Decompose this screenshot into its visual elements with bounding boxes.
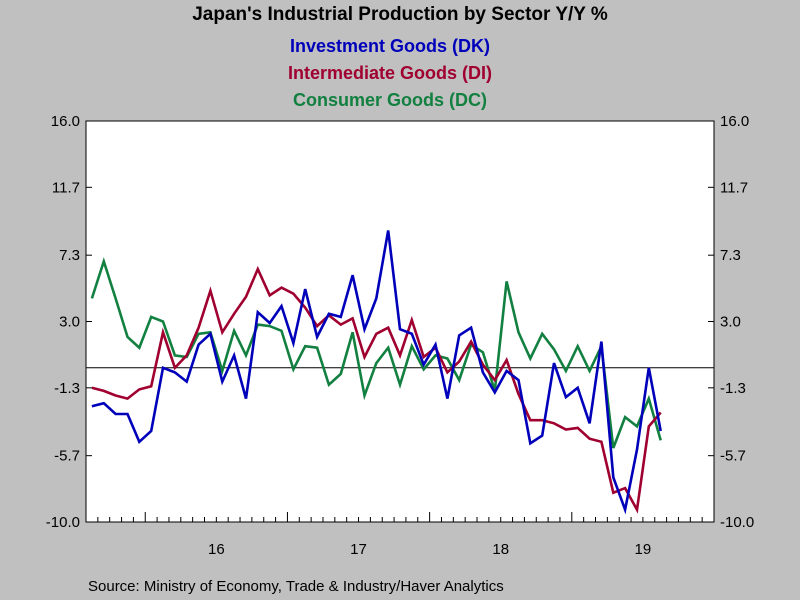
- series-lines: [90, 230, 662, 515]
- x-tick-label: 16: [208, 541, 225, 558]
- y-tick-label-left: -1.3: [54, 380, 80, 397]
- y-tick-label-right: -1.3: [720, 380, 746, 397]
- legend-item: Intermediate Goods (DI): [288, 63, 492, 83]
- y-tick-label-left: -5.7: [54, 448, 80, 465]
- x-tick-label: 19: [635, 541, 652, 558]
- y-tick-label-left: 3.0: [59, 314, 80, 331]
- y-tick-label-left: 11.7: [52, 179, 80, 196]
- x-tick-label: 18: [492, 541, 509, 558]
- y-tick-label-right: -10.0: [720, 514, 754, 531]
- y-tick-label-right: 3.0: [720, 314, 741, 331]
- source-note: Source: Ministry of Economy, Trade & Ind…: [88, 578, 504, 595]
- y-tick-label-left: 16.0: [51, 113, 80, 130]
- y-tick-label-right: 11.7: [720, 179, 748, 196]
- y-tick-label-left: 7.3: [59, 247, 80, 264]
- y-tick-label-right: 16.0: [720, 113, 749, 130]
- axes: 16.0 16.0 11.7 11.7 7.3 7.3 3.0 3.0 -1.3 -1.3 -5.7…: [46, 113, 754, 558]
- y-tick-label-left: -10.0: [46, 514, 80, 531]
- y-tick-label-right: 7.3: [720, 247, 741, 264]
- y-tick-label-right: -5.7: [720, 448, 746, 465]
- legend: Investment Goods (DK) Intermediate Goods …: [288, 36, 492, 110]
- chart-title: Japan's Industrial Production by Sector …: [192, 4, 608, 25]
- legend-item: Consumer Goods (DC): [293, 90, 487, 110]
- x-tick-label: 17: [350, 541, 367, 558]
- legend-item: Investment Goods (DK): [290, 36, 490, 56]
